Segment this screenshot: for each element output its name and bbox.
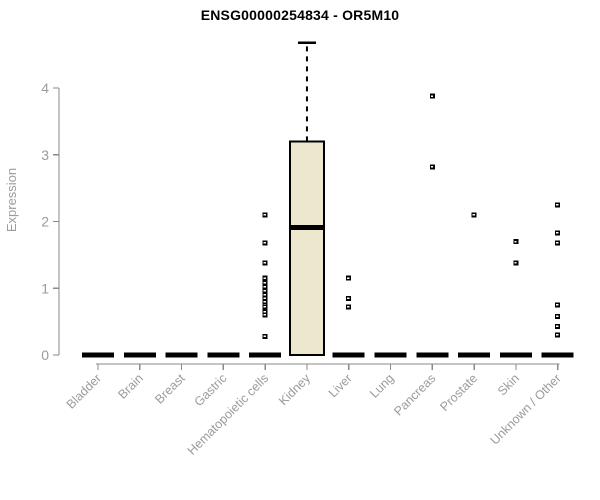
outlier-point-center [263,262,266,264]
outlier-point-center [263,290,266,292]
outlier-point-center [556,242,559,244]
zero-bar [82,352,114,358]
zero-bar [207,352,240,358]
outlier-point-center [556,325,559,328]
zero-bar [541,352,574,358]
zero-bar [374,352,407,358]
outlier-point-center [263,310,266,313]
x-category-label: Hematopoietic cells [185,371,272,458]
zero-bar [249,352,282,358]
x-category-label: Prostate [437,371,480,414]
outlier-point-center [347,297,350,300]
x-category-label: Pancreas [391,371,438,418]
outlier-point-center [263,314,266,316]
outlier-point-center [472,214,475,216]
y-tick-label: 2 [41,214,49,230]
outlier-point-center [263,214,266,216]
outlier-point-center [263,242,266,244]
y-tick-label: 4 [41,80,49,96]
box-kidney [288,140,326,357]
x-category-label: Lung [367,371,397,401]
outlier-point-center [514,240,517,243]
zero-bar [458,352,491,358]
zero-bar [123,352,156,358]
outlier-point-center [263,335,266,338]
x-category-label: Skin [495,371,522,398]
outlier-point-center [556,315,559,318]
x-category-label: Kidney [276,371,313,408]
zero-bar [499,352,532,358]
x-category-label: Gastric [192,371,230,409]
outlier-point-center [430,95,434,97]
zero-bar [332,352,365,358]
outlier-point-center [263,297,266,300]
outlier-point-center [514,262,517,264]
outlier-point-center [347,306,350,308]
outlier-point-center [556,204,559,206]
x-category-label: Breast [152,371,188,407]
outlier-point-center [263,277,266,279]
chart-title: ENSG00000254834 - OR5M10 [200,7,400,23]
outlier-point-center [263,282,266,284]
outlier-point-center [556,304,559,306]
outlier-point-center [263,294,266,296]
outlier-point-center [556,334,559,336]
x-category-label: Liver [326,371,355,400]
outlier-point-center [263,286,266,288]
outlier-point-center [430,166,434,168]
outlier-point-center [263,306,266,308]
y-tick-label: 1 [41,280,49,296]
zero-bar [165,352,198,358]
outlier-point-center [347,277,350,279]
x-category-label: Brain [115,371,146,402]
outlier-point-center [263,300,266,303]
y-tick-label: 0 [41,347,49,363]
median-line [289,225,324,231]
outlier-point-center [556,232,559,234]
zero-bar [416,352,449,358]
x-category-label: Bladder [64,371,104,411]
x-category-label: Unknown / Other [488,371,564,447]
y-tick-label: 3 [41,147,49,163]
